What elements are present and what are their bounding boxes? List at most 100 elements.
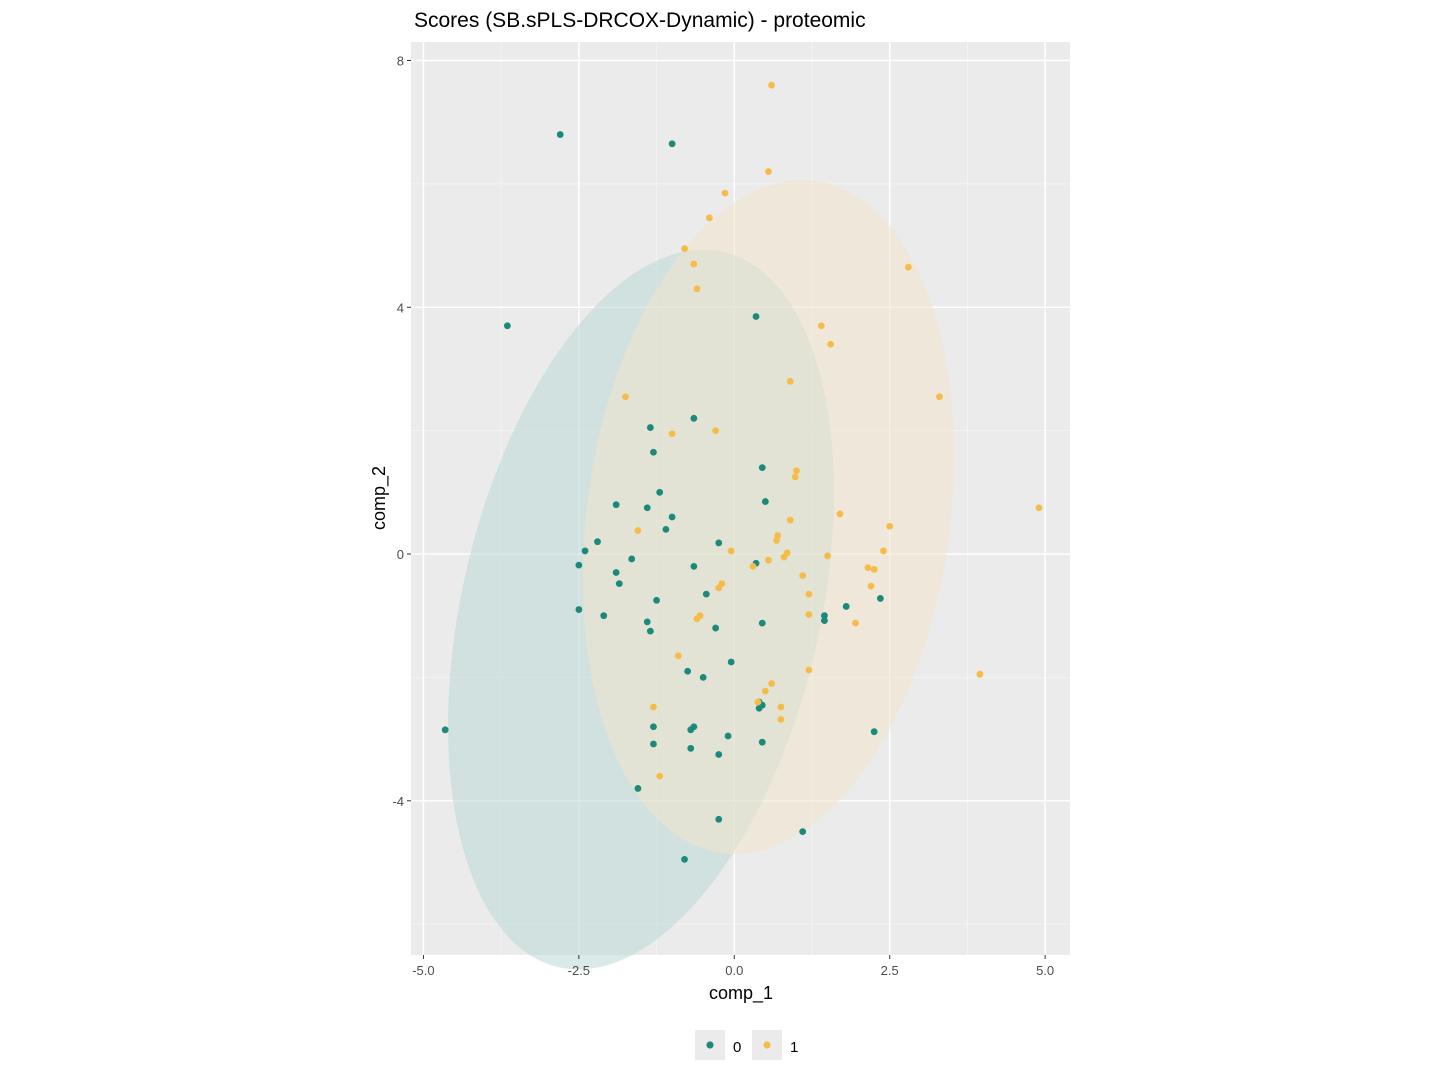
x-axis-title: comp_1	[709, 983, 773, 1004]
point-group-0	[684, 667, 692, 675]
point-group-0	[628, 555, 636, 563]
point-group-1	[1035, 504, 1043, 512]
point-group-0	[650, 740, 657, 748]
point-group-0	[668, 140, 676, 148]
point-group-0	[634, 785, 642, 792]
point-group-0	[687, 744, 695, 752]
data-points	[441, 81, 1043, 863]
point-group-1	[793, 467, 800, 475]
point-group-0	[821, 612, 828, 620]
point-group-0	[870, 728, 878, 736]
point-group-0	[656, 488, 664, 496]
legend-label-1: 1	[790, 1039, 798, 1056]
point-group-1	[765, 556, 772, 564]
point-group-1	[976, 670, 984, 678]
point-group-1	[712, 427, 720, 435]
point-group-0	[761, 498, 769, 505]
point-group-1	[773, 537, 780, 544]
point-group-0	[668, 513, 676, 521]
legend-marker-1	[763, 1041, 771, 1049]
legend-marker-0	[706, 1041, 714, 1049]
point-group-0	[842, 603, 850, 610]
point-group-1	[622, 393, 629, 401]
point-group-1	[870, 566, 878, 573]
point-group-1	[777, 703, 785, 711]
point-group-0	[687, 726, 695, 734]
point-group-1	[827, 340, 835, 348]
point-group-0	[755, 704, 763, 712]
point-group-0	[581, 547, 589, 555]
point-group-1	[936, 393, 943, 401]
point-group-1	[904, 263, 912, 271]
point-group-1	[693, 285, 701, 293]
point-group-1	[880, 547, 887, 555]
point-group-1	[681, 245, 688, 253]
point-group-1	[768, 680, 775, 687]
point-group-1	[805, 666, 813, 674]
point-group-1	[668, 430, 676, 438]
y-tick-label: 0	[397, 547, 404, 562]
x-tick-label: 0.0	[725, 963, 743, 978]
point-group-0	[715, 751, 723, 758]
point-group-1	[791, 473, 799, 481]
point-group-0	[600, 612, 608, 620]
point-group-0	[727, 658, 735, 666]
point-group-0	[650, 448, 657, 456]
point-group-1	[656, 772, 664, 780]
y-tick-label: 8	[397, 54, 404, 69]
point-group-1	[805, 590, 813, 598]
x-tick-label: -5.0	[412, 963, 434, 978]
x-tick-label: -2.5	[568, 963, 590, 978]
point-group-1	[749, 562, 757, 570]
point-group-1	[761, 687, 769, 695]
point-group-1	[799, 572, 807, 580]
point-group-1	[886, 522, 894, 530]
ellipse-group-1	[582, 180, 955, 854]
point-group-0	[646, 627, 654, 635]
point-group-0	[702, 590, 710, 598]
y-axis-ticks: -4 0 4 8	[392, 54, 411, 809]
confidence-ellipses	[448, 180, 955, 970]
point-group-0	[643, 504, 651, 512]
y-tick-label: -4	[392, 794, 404, 809]
point-group-0	[643, 618, 651, 626]
point-group-0	[712, 624, 720, 632]
x-axis-ticks: -5.0 -2.5 0.0 2.5 5.0	[412, 955, 1054, 978]
point-group-0	[594, 538, 601, 546]
point-group-0	[699, 673, 707, 681]
point-group-1	[805, 611, 813, 618]
point-group-1	[706, 214, 713, 222]
point-group-0	[690, 414, 698, 422]
point-group-1	[786, 377, 794, 385]
point-group-1	[650, 703, 657, 711]
point-group-1	[852, 619, 859, 627]
point-group-1	[817, 322, 825, 330]
point-group-1	[693, 615, 701, 623]
point-group-0	[503, 322, 511, 330]
point-group-0	[724, 732, 732, 740]
point-group-0	[575, 606, 583, 613]
y-tick-label: 4	[397, 300, 404, 315]
point-group-0	[690, 562, 698, 570]
point-group-0	[821, 617, 828, 625]
point-group-1	[634, 527, 642, 534]
legend-label-0: 0	[733, 1039, 741, 1056]
point-group-1	[754, 698, 762, 706]
point-group-1	[715, 584, 723, 592]
y-axis-title: comp_2	[369, 466, 390, 530]
point-group-1	[721, 189, 729, 197]
point-group-0	[758, 464, 766, 472]
point-group-1	[690, 260, 698, 268]
point-group-0	[681, 855, 688, 863]
point-group-0	[575, 561, 583, 569]
point-group-0	[646, 424, 654, 431]
point-group-1	[786, 516, 794, 524]
point-group-0	[662, 525, 670, 533]
point-group-0	[612, 569, 620, 576]
point-group-0	[758, 619, 766, 627]
point-group-0	[650, 723, 657, 731]
point-group-0	[612, 501, 620, 509]
point-group-1	[765, 168, 772, 175]
point-group-0	[715, 815, 723, 823]
